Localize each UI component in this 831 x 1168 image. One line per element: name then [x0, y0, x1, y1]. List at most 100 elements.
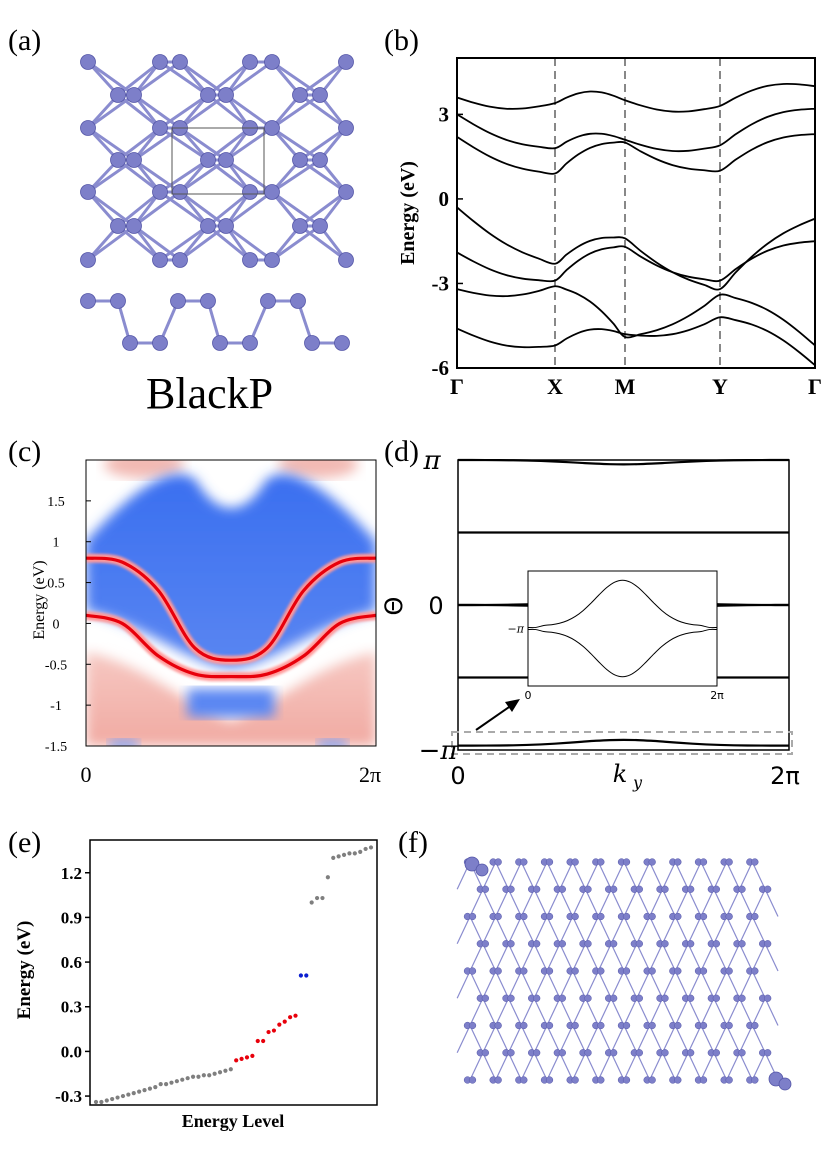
- phosphorus-atom: [699, 858, 708, 866]
- bond: [572, 970, 587, 999]
- phosphorus-atom: [669, 1076, 677, 1084]
- bond: [546, 970, 561, 999]
- plot-frame: [85, 459, 377, 747]
- y-tick-label: -6: [432, 356, 450, 380]
- phosphorus-atom: [520, 912, 528, 921]
- bond: [674, 997, 689, 1026]
- phosphorus-atom: [759, 885, 767, 893]
- energy-level-point: [93, 1099, 99, 1105]
- phosphorus-atom: [661, 940, 669, 948]
- bond: [636, 970, 651, 999]
- bond: [738, 916, 753, 945]
- phosphorus-atom: [264, 184, 280, 200]
- phosphorus-atom: [759, 940, 767, 948]
- phosphorus-atom: [553, 940, 561, 948]
- phosphorus-atom: [712, 885, 720, 893]
- bond: [507, 888, 522, 917]
- phosphorus-atom: [264, 120, 280, 136]
- phosphorus-atom: [80, 252, 96, 268]
- bond: [584, 997, 599, 1026]
- bond: [86, 158, 120, 194]
- phosphorus-atom: [759, 994, 767, 1002]
- bond: [674, 861, 689, 890]
- bond: [520, 888, 535, 917]
- bond: [687, 916, 702, 945]
- phosphorus-atom: [579, 885, 587, 893]
- phosphorus-atom: [494, 912, 502, 921]
- phosphorus-atom: [648, 1021, 656, 1030]
- phosphorus-atom: [515, 858, 523, 866]
- bond: [623, 888, 638, 917]
- bond: [751, 1025, 766, 1054]
- phosphorus-atom: [674, 967, 682, 975]
- bottom-blue-patch: [318, 739, 347, 746]
- bond: [649, 916, 664, 945]
- bond: [87, 60, 135, 97]
- bond: [469, 1025, 484, 1054]
- bond: [661, 1025, 676, 1054]
- phosphorus-atom: [172, 120, 188, 136]
- bond: [469, 997, 484, 1026]
- energy-level-point: [104, 1098, 109, 1103]
- bond: [687, 1052, 702, 1081]
- phosphorus-atom: [699, 1021, 708, 1030]
- bond: [207, 126, 251, 162]
- bond: [649, 1052, 664, 1081]
- bond: [270, 94, 302, 129]
- phosphorus-atom: [566, 1076, 574, 1084]
- energy-level-point: [271, 1028, 277, 1033]
- y-axis-label: Energy (eV): [31, 560, 48, 639]
- phosphorus-atom: [172, 252, 188, 268]
- phosphorus-atom: [674, 912, 682, 921]
- phosphorus-atom: [242, 54, 258, 70]
- bond: [207, 158, 251, 194]
- panel-label-b: (b): [384, 24, 419, 57]
- bond: [225, 190, 273, 228]
- bond: [661, 943, 676, 972]
- phosphorus-atom: [622, 1076, 631, 1084]
- phosphorus-atom: [751, 912, 759, 921]
- y-tick-label: 1.5: [47, 495, 65, 510]
- phosphorus-atom: [571, 912, 579, 921]
- phosphorus-atom: [643, 1021, 651, 1030]
- energy-level-point: [201, 1073, 206, 1078]
- phosphorus-atom: [476, 1049, 484, 1057]
- phosphorus-atom: [687, 940, 695, 948]
- panel-label-e: (e): [8, 826, 42, 859]
- phosphorus-atom: [597, 1076, 605, 1084]
- phosphorus-atom: [630, 1049, 638, 1057]
- corner-state-blob: [768, 1071, 784, 1087]
- bond: [507, 970, 522, 999]
- phosphorus-atom: [597, 1021, 605, 1030]
- phosphorus-atom: [242, 184, 258, 200]
- phosphorus-atom: [463, 967, 472, 975]
- bond: [546, 916, 561, 945]
- bond: [649, 943, 664, 972]
- bond: [224, 94, 252, 129]
- bond: [597, 970, 612, 999]
- phosphorus-atom: [558, 885, 566, 893]
- phosphorus-atom: [597, 858, 605, 866]
- bond: [495, 1025, 510, 1054]
- phosphorus-atom: [540, 858, 549, 866]
- energy-level-point: [223, 1068, 228, 1073]
- bond: [87, 224, 135, 262]
- bond: [133, 93, 181, 130]
- bond: [726, 970, 741, 999]
- x-tick-label: X: [547, 374, 563, 399]
- bond: [713, 1052, 728, 1081]
- phosphorus-atom: [584, 994, 592, 1002]
- phosphorus-atom: [764, 885, 772, 893]
- bond: [179, 93, 227, 130]
- phosphorus-atom: [759, 1049, 767, 1057]
- phosphorus-atom: [507, 885, 515, 893]
- bond: [700, 916, 715, 945]
- phosphorus-atom: [682, 885, 690, 893]
- phosphorus-atom: [707, 994, 715, 1002]
- bond: [610, 1025, 625, 1054]
- bond: [224, 127, 252, 161]
- phosphorus-atom: [566, 858, 574, 866]
- x-tick-label: 0: [450, 762, 465, 790]
